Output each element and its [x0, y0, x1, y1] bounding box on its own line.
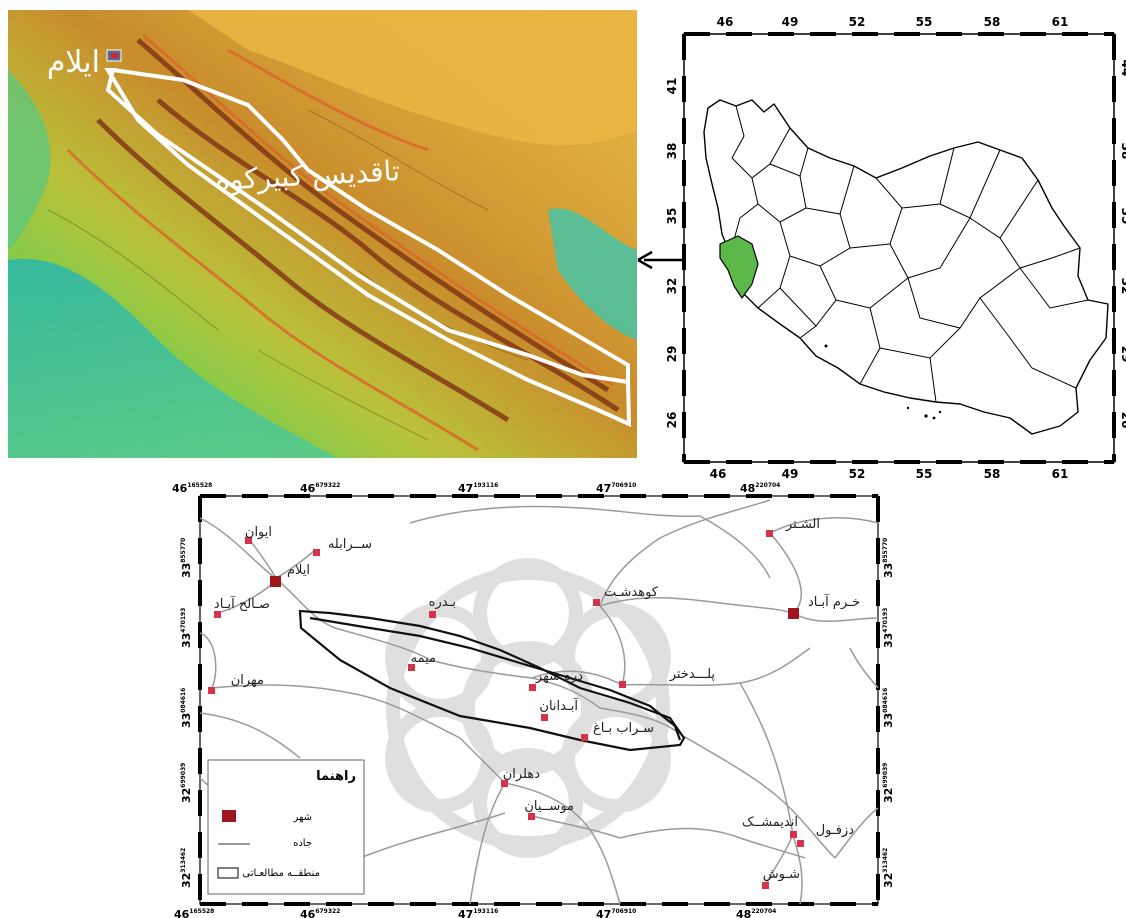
top-tick: 61 — [1052, 15, 1069, 29]
left-tick: 38 — [665, 143, 679, 160]
y-tick-right: 33084616 — [882, 688, 895, 728]
left-tick: 35 — [665, 208, 679, 225]
anticline-boundary — [104, 68, 632, 428]
right-tick: 26 — [1119, 412, 1126, 429]
relief-map: ایلام تاقدیس کبیرکوه — [8, 10, 637, 458]
road-network — [199, 499, 879, 905]
y-tick-left: 33855770 — [180, 538, 193, 578]
x-tick-bottom: 47706910 — [596, 908, 636, 918]
bottom-tick: 58 — [984, 467, 1001, 481]
city-label: صـالح آبـاد — [214, 595, 270, 612]
x-tick-top: 46679322 — [300, 482, 340, 495]
city-label: ســرابله — [328, 537, 372, 552]
city-label: مهران — [231, 673, 264, 688]
khorramabad-city-marker — [788, 608, 799, 619]
legend-area-label: منطقــه مطالعـاتی — [242, 868, 320, 879]
x-tick-top: 46165528 — [172, 482, 212, 495]
y-tick-right: 33855770 — [882, 538, 895, 578]
x-tick-top: 47706910 — [596, 482, 636, 495]
city-label: پلـــدختر — [669, 667, 716, 682]
x-tick-bottom: 48220704 — [736, 908, 776, 918]
city-label: سـراب بـاغ — [593, 721, 654, 736]
city-label: کوهدشـت — [604, 585, 659, 600]
bottom-tick: 49 — [782, 467, 799, 481]
city-markers — [208, 530, 804, 889]
city-label: شـوش — [763, 867, 800, 882]
x-tick-top: 48220704 — [740, 482, 780, 495]
map-legend: راهنما شهر جاده منطقــه مطالعـاتی — [207, 759, 365, 895]
legend-road-label: جاده — [293, 838, 312, 849]
city-label: بـدره — [429, 595, 456, 610]
bottom-tick: 46 — [710, 467, 727, 481]
top-tick: 46 — [717, 15, 734, 29]
left-tick: 41 — [665, 78, 679, 95]
y-tick-left: 32313462 — [180, 848, 193, 888]
city-label: دزفـول — [816, 823, 854, 838]
top-tick: 58 — [984, 15, 1001, 29]
right-tick: 44 — [1119, 60, 1126, 77]
ilam-province-highlight — [719, 235, 759, 300]
iran-outline — [703, 99, 1109, 435]
city-label: خـرم آبـاد — [808, 593, 860, 610]
right-tick: 32 — [1119, 278, 1126, 295]
right-tick: 35 — [1119, 208, 1126, 225]
y-tick-left: 32699039 — [180, 763, 193, 803]
top-tick: 55 — [916, 15, 933, 29]
city-label: موســیان — [524, 799, 574, 814]
bottom-tick: 52 — [849, 467, 866, 481]
legend-title: راهنما — [316, 769, 356, 784]
watermark-pattern — [385, 558, 671, 858]
x-tick-top: 47193116 — [458, 482, 498, 495]
left-tick: 32 — [665, 278, 679, 295]
y-tick-right: 32699039 — [882, 763, 895, 803]
y-tick-right: 32313462 — [882, 848, 895, 888]
iran-locator-map: 46 49 52 55 58 61 46 49 52 55 58 61 41 3… — [665, 15, 1126, 481]
city-label: آبـدانان — [539, 697, 579, 714]
right-tick: 29 — [1119, 346, 1126, 363]
x-tick-bottom: 47193116 — [458, 908, 498, 918]
legend-city-swatch — [222, 810, 236, 822]
y-tick-left: 33470193 — [180, 608, 193, 648]
ilam-label: ایلام — [47, 45, 100, 80]
right-tick: 38 — [1119, 143, 1126, 160]
city-label: ایوان — [245, 525, 272, 540]
city-label: دره شهر — [535, 669, 583, 684]
city-label: الشـتر — [785, 517, 820, 532]
bottom-tick: 55 — [916, 467, 933, 481]
study-area-map: ایوان ســرابله ایلام صـالح آبـاد مهران ب… — [172, 482, 895, 918]
city-label: ایلام — [287, 563, 310, 578]
left-tick: 26 — [665, 412, 679, 429]
ilam-city-marker — [270, 576, 281, 587]
city-label: دهلران — [503, 767, 540, 782]
top-tick: 49 — [782, 15, 799, 29]
y-tick-left: 33084616 — [180, 688, 193, 728]
top-tick: 52 — [849, 15, 866, 29]
y-tick-right: 33470193 — [882, 608, 895, 648]
legend-city-label: شهر — [292, 812, 312, 823]
x-tick-bottom: 46165528 — [174, 908, 214, 918]
x-tick-bottom: 46679322 — [300, 908, 340, 918]
legend-area-swatch — [217, 867, 239, 879]
city-label: اندیمشــک — [742, 815, 798, 830]
study-area-boundary — [298, 609, 686, 752]
bottom-tick: 61 — [1052, 467, 1069, 481]
left-tick: 29 — [665, 346, 679, 363]
city-label: میمه — [411, 651, 436, 666]
